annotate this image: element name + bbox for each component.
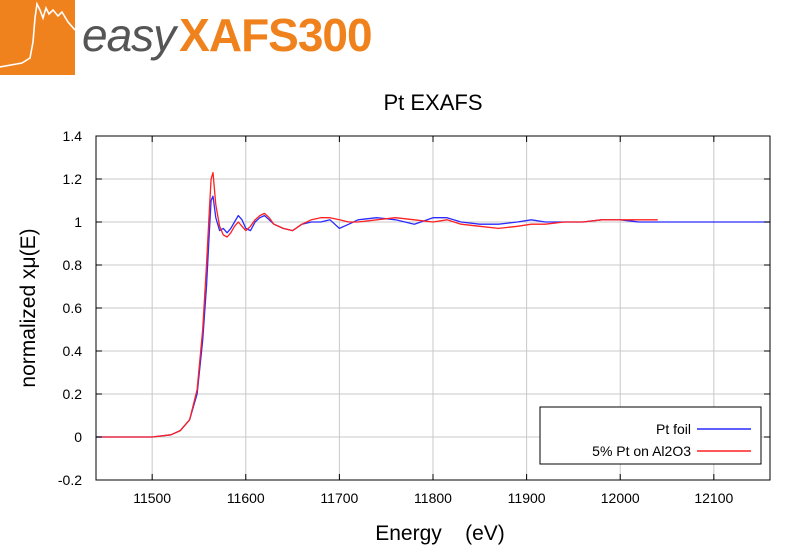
series-line-pt-al2o3 <box>96 171 658 438</box>
y-tick-label: 0.2 <box>63 386 83 402</box>
y-tick-label: 0.6 <box>63 300 83 316</box>
x-tick-label: 11500 <box>133 490 171 506</box>
x-tick-label: 12000 <box>601 490 640 506</box>
y-axis-title: normalized xμ(E) <box>17 228 40 387</box>
y-tick-label: 0.4 <box>63 343 83 359</box>
y-tick-label: 0 <box>74 429 82 445</box>
x-tick-label: 12100 <box>694 490 733 506</box>
logo-spectrum-icon <box>0 1 75 68</box>
chart-title: Pt EXAFS <box>383 90 482 115</box>
logo-mark <box>0 0 75 75</box>
tick-marks <box>96 135 770 481</box>
x-tick-label: 11900 <box>508 490 546 506</box>
y-tick-label: 0.8 <box>63 257 83 273</box>
x-tick-label: 11700 <box>320 490 358 506</box>
x-axis-title: Energy (eV) <box>375 522 505 545</box>
logo-wordmark: easy XAFS300 <box>82 8 373 68</box>
legend-label-pt-foil: Pt foil <box>656 421 691 437</box>
series-layer <box>96 171 770 438</box>
tick-labels: 11500 11600 11700 11800 11900 12000 12100 -0.2 0… <box>58 128 734 506</box>
logo-easy-text: easy <box>82 9 176 61</box>
logo-brand-text: XAFS300 <box>179 9 372 61</box>
y-tick-label: -0.2 <box>58 472 82 488</box>
legend: Pt foil 5% Pt on Al2O3 <box>539 406 762 465</box>
x-tick-label: 11600 <box>227 490 265 506</box>
legend-label-pt-al2o3: 5% Pt on Al2O3 <box>592 443 691 459</box>
y-tick-label: 1.4 <box>63 128 83 144</box>
y-tick-label: 1.2 <box>63 171 83 187</box>
legend-box <box>539 406 762 465</box>
y-tick-label: 1 <box>74 214 82 230</box>
x-tick-label: 11800 <box>414 490 452 506</box>
